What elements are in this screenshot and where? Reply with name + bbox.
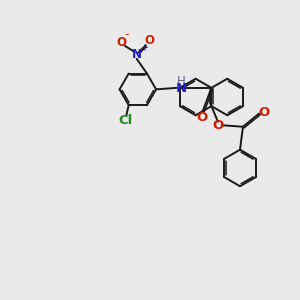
Text: N: N xyxy=(176,82,187,95)
Text: Cl: Cl xyxy=(118,114,133,127)
Text: O: O xyxy=(144,34,154,47)
Text: O: O xyxy=(212,119,224,132)
Text: O: O xyxy=(196,111,208,124)
Text: -: - xyxy=(124,28,129,40)
Text: O: O xyxy=(259,106,270,118)
Text: H: H xyxy=(177,75,185,88)
Text: O: O xyxy=(116,36,126,49)
Text: +: + xyxy=(140,43,148,53)
Text: N: N xyxy=(132,48,142,61)
